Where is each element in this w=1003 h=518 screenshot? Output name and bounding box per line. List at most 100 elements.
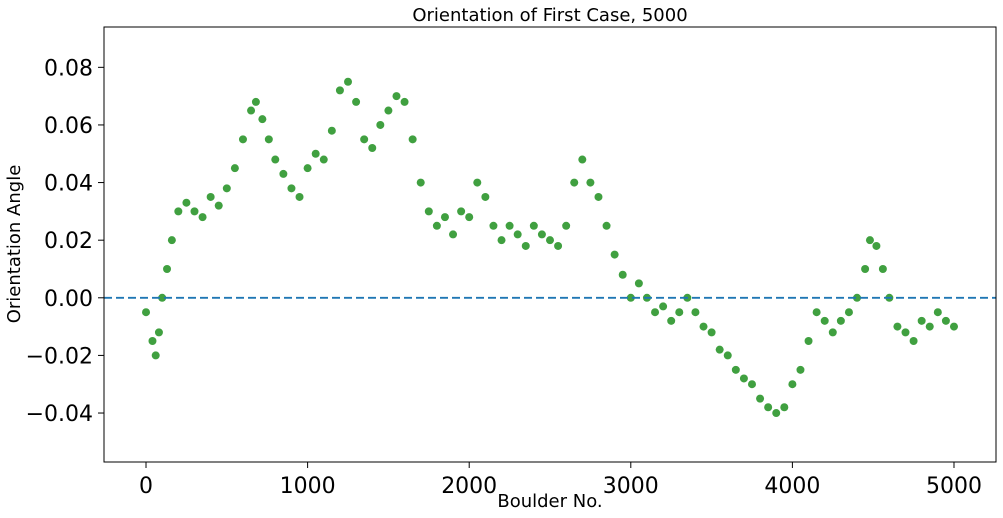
y-tick-label: 0.06: [44, 114, 93, 139]
data-point: [279, 169, 288, 178]
data-point: [505, 221, 514, 230]
data-point: [667, 316, 676, 325]
data-point: [537, 230, 546, 239]
data-point: [756, 394, 765, 403]
x-axis-label: Boulder No.: [497, 491, 602, 512]
data-point: [610, 250, 619, 259]
data-point: [473, 178, 482, 187]
data-point: [586, 178, 595, 187]
data-point: [384, 106, 393, 115]
data-point: [258, 115, 267, 124]
chart-title: Orientation of First Case, 5000: [412, 5, 687, 26]
data-point: [788, 380, 797, 389]
data-point: [723, 351, 732, 360]
data-point: [820, 316, 829, 325]
data-point: [182, 198, 191, 207]
data-point: [271, 155, 280, 164]
data-point: [917, 316, 926, 325]
data-point: [949, 322, 958, 331]
y-tick-label: −0.02: [26, 344, 93, 369]
data-point: [151, 351, 160, 360]
data-point: [780, 403, 789, 412]
data-point: [853, 293, 862, 302]
data-point: [804, 337, 813, 346]
data-point: [198, 213, 207, 222]
data-point: [408, 135, 417, 144]
data-point: [675, 308, 684, 317]
data-point: [344, 77, 353, 86]
data-point: [287, 184, 296, 193]
data-point: [222, 184, 231, 193]
data-point: [861, 264, 870, 273]
data-point: [319, 155, 328, 164]
data-point: [529, 221, 538, 230]
data-point: [174, 207, 183, 216]
data-point: [416, 178, 425, 187]
x-tick-label: 2000: [441, 474, 497, 499]
y-tick-label: −0.04: [26, 402, 93, 427]
data-point: [772, 409, 781, 418]
data-point: [424, 207, 433, 216]
data-point: [941, 316, 950, 325]
data-point: [230, 164, 239, 173]
data-point: [570, 178, 579, 187]
data-point: [747, 380, 756, 389]
y-tick-label: 0.02: [44, 229, 93, 254]
data-point: [764, 403, 773, 412]
data-point: [465, 213, 474, 222]
data-point: [352, 97, 361, 106]
data-point: [925, 322, 934, 331]
data-point: [206, 192, 215, 201]
data-point: [872, 241, 881, 250]
x-tick-label: 1000: [280, 474, 336, 499]
data-point: [481, 192, 490, 201]
data-point: [715, 345, 724, 354]
data-point: [739, 374, 748, 383]
data-point: [594, 192, 603, 201]
data-point: [440, 213, 449, 222]
data-point: [618, 270, 627, 279]
data-point: [376, 120, 385, 129]
data-point: [158, 293, 167, 302]
data-point: [554, 241, 563, 250]
data-point: [154, 328, 163, 337]
y-tick-label: 0.04: [44, 172, 93, 197]
data-point: [865, 236, 874, 245]
data-point: [163, 264, 172, 273]
data-point: [368, 143, 377, 152]
data-point: [513, 230, 522, 239]
data-point: [901, 328, 910, 337]
data-point: [634, 279, 643, 288]
data-point: [214, 201, 223, 210]
data-point: [327, 126, 336, 135]
y-tick-label: 0.08: [44, 56, 93, 81]
data-point: [909, 337, 918, 346]
data-point: [844, 308, 853, 317]
data-point: [659, 302, 668, 311]
data-point: [335, 86, 344, 95]
data-point: [578, 155, 587, 164]
data-point: [247, 106, 256, 115]
data-point: [497, 236, 506, 245]
data-point: [836, 316, 845, 325]
data-point: [707, 328, 716, 337]
data-point: [933, 308, 942, 317]
x-axis: 0 1000 2000 3000 4000 5000: [139, 462, 982, 499]
data-point: [295, 192, 304, 201]
data-point: [238, 135, 247, 144]
data-point: [691, 308, 700, 317]
data-point: [489, 221, 498, 230]
data-point: [142, 308, 151, 317]
data-point: [432, 221, 441, 230]
data-point: [731, 365, 740, 374]
x-tick-label: 5000: [926, 474, 982, 499]
data-point: [167, 236, 176, 245]
data-point: [562, 221, 571, 230]
data-point: [449, 230, 458, 239]
data-point: [828, 328, 837, 337]
data-point: [457, 207, 466, 216]
data-point: [521, 241, 530, 250]
data-point: [878, 264, 887, 273]
data-points: [142, 77, 958, 418]
